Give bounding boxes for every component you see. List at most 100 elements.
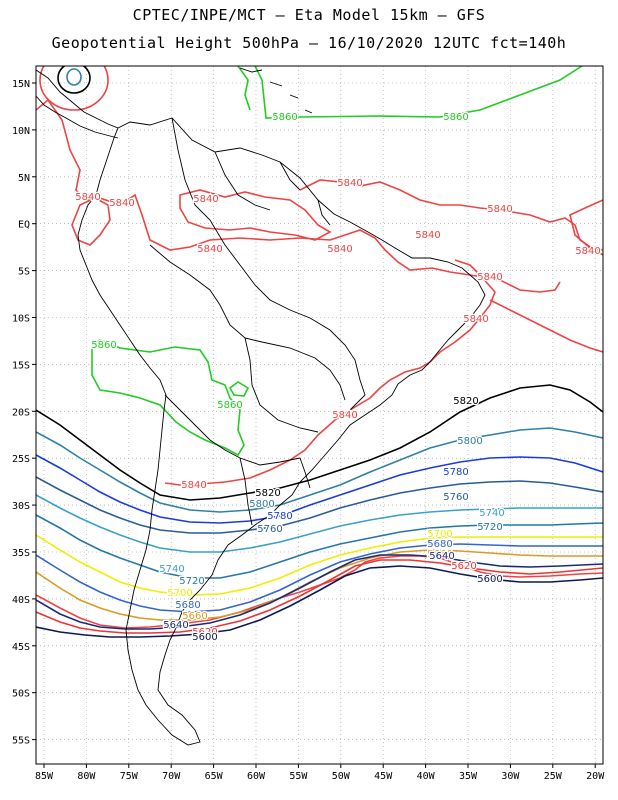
- contour-label-5840: 5840: [332, 410, 357, 421]
- lon-label-65W: 65W: [205, 771, 224, 782]
- lon-label-35W: 35W: [459, 771, 478, 782]
- contour-label-5740: 5740: [479, 508, 504, 519]
- plot-frame: [35, 65, 604, 765]
- contour-5800: [36, 427, 603, 513]
- contour-5680: [36, 543, 603, 613]
- contour-label-5720: 5720: [179, 576, 204, 587]
- contour-label-5780: 5780: [267, 511, 292, 522]
- contour-label-5640: 5640: [163, 620, 188, 631]
- contour-label-5740: 5740: [159, 564, 184, 575]
- contour-label-5700: 5700: [167, 588, 192, 599]
- contour-label-5840: 5840: [415, 230, 440, 241]
- lon-label-45W: 45W: [374, 771, 393, 782]
- contour-label-5660: 5660: [427, 549, 452, 560]
- contour-5840-north-arc: [299, 179, 603, 256]
- coastlines-and-borders: [36, 67, 486, 746]
- contour-label-5700: 5700: [427, 529, 452, 540]
- contour-label-5840: 5840: [193, 194, 218, 205]
- contour-5720: [36, 514, 603, 579]
- lon-label-60W: 60W: [247, 771, 266, 782]
- central-america-coastline: [36, 69, 119, 139]
- contour-5700: [36, 534, 603, 596]
- contour-label-5640: 5640: [429, 551, 454, 562]
- contour-low-outer: [39, 66, 109, 111]
- lon-label-75W: 75W: [120, 771, 139, 782]
- graticule: [36, 66, 603, 764]
- contour-label-5760: 5760: [443, 492, 468, 503]
- contour-5840-amazon-west: [71, 197, 111, 246]
- lon-label-25W: 25W: [544, 771, 563, 782]
- contour-label-5780: 5780: [443, 467, 468, 478]
- contour-5620: [36, 559, 603, 634]
- contour-labels: 5860 5860 5860 5860 5840 5840 5840 5840 5840 5840…: [74, 111, 602, 645]
- contour-label-5860: 5860: [272, 112, 297, 123]
- lat-label-35S: 35S: [12, 548, 30, 559]
- lat-label-15N: 15N: [12, 79, 30, 90]
- contour-label-5800: 5800: [249, 499, 274, 510]
- contour-5640: [36, 554, 603, 630]
- contour-label-5760: 5760: [257, 524, 282, 535]
- lon-label-55W: 55W: [289, 771, 308, 782]
- lat-label-55S: 55S: [12, 736, 30, 747]
- contour-label-5840: 5840: [487, 204, 512, 215]
- contour-label-5840: 5840: [575, 246, 600, 257]
- lat-label-25S: 25S: [12, 454, 30, 465]
- contour-label-5840: 5840: [337, 178, 362, 189]
- lon-label-30W: 30W: [501, 771, 520, 782]
- contour-label-5840: 5840: [477, 272, 502, 283]
- lat-label-15S: 15S: [12, 360, 30, 371]
- contour-label-5620: 5620: [451, 561, 476, 572]
- contour-5820: [36, 384, 603, 501]
- lon-label-40W: 40W: [417, 771, 436, 782]
- lat-label-10N: 10N: [12, 126, 30, 137]
- contour-5760: [36, 476, 603, 534]
- lat-label-10S: 10S: [12, 314, 30, 325]
- contour-5840-coast: [164, 259, 496, 486]
- lon-label-80W: 80W: [77, 771, 96, 782]
- axis-ticks: 15N 10N 5N EQ 5S 10S 15S 20S 25S 30S 35S 40S 45S 50S 5…: [12, 79, 605, 782]
- contour-label-5680: 5680: [175, 600, 200, 611]
- contour-label-5840: 5840: [109, 198, 134, 209]
- contour-5600: [36, 565, 603, 638]
- contour-label-5840: 5840: [327, 244, 352, 255]
- lat-label-30S: 30S: [12, 501, 30, 512]
- contour-5840-blob-amazon: [179, 189, 332, 241]
- contour-label-5820: 5820: [453, 396, 478, 407]
- caribbean-islands: [239, 67, 313, 114]
- contour-label-5860: 5860: [443, 112, 468, 123]
- contour-5860-north: [254, 66, 583, 119]
- lat-label-5N: 5N: [18, 173, 30, 184]
- contour-5840-right-mass: [569, 199, 603, 251]
- lon-label-20W: 20W: [586, 771, 605, 782]
- contour-5840-east: [489, 299, 603, 353]
- contour-label-5720: 5720: [477, 522, 502, 533]
- lat-label-5S: 5S: [18, 267, 30, 278]
- lon-label-70W: 70W: [162, 771, 181, 782]
- contour-label-5840: 5840: [463, 314, 488, 325]
- contour-label-5600: 5600: [192, 632, 217, 643]
- contour-low-mid: [57, 66, 91, 94]
- contour-label-5800: 5800: [457, 436, 482, 447]
- lon-label-85W: 85W: [35, 771, 54, 782]
- contour-low-inner: [66, 68, 82, 86]
- lon-label-50W: 50W: [332, 771, 351, 782]
- lat-label-45S: 45S: [12, 642, 30, 653]
- lat-label-20S: 20S: [12, 407, 30, 418]
- contour-5780: [36, 454, 603, 524]
- contour-lines: [36, 66, 603, 638]
- lat-label-EQ: EQ: [18, 220, 30, 231]
- contour-label-5840: 5840: [181, 480, 206, 491]
- national-borders: [149, 117, 366, 526]
- contour-5860-small-closed: [228, 381, 250, 397]
- contour-label-5860: 5860: [91, 340, 116, 351]
- map-title: CPTEC/INPE/MCT – Eta Model 15km – GFS: [132, 6, 486, 24]
- contour-label-5840: 5840: [75, 192, 100, 203]
- south-america-coastline: [77, 117, 486, 746]
- contour-label-5840: 5840: [197, 244, 222, 255]
- contour-5860-nw-small: [237, 66, 251, 111]
- contour-5740: [36, 494, 603, 553]
- lat-label-40S: 40S: [12, 595, 30, 606]
- map-subtitle: Geopotential Height 500hPa – 16/10/2020 …: [51, 34, 567, 52]
- contour-label-5820: 5820: [255, 488, 280, 499]
